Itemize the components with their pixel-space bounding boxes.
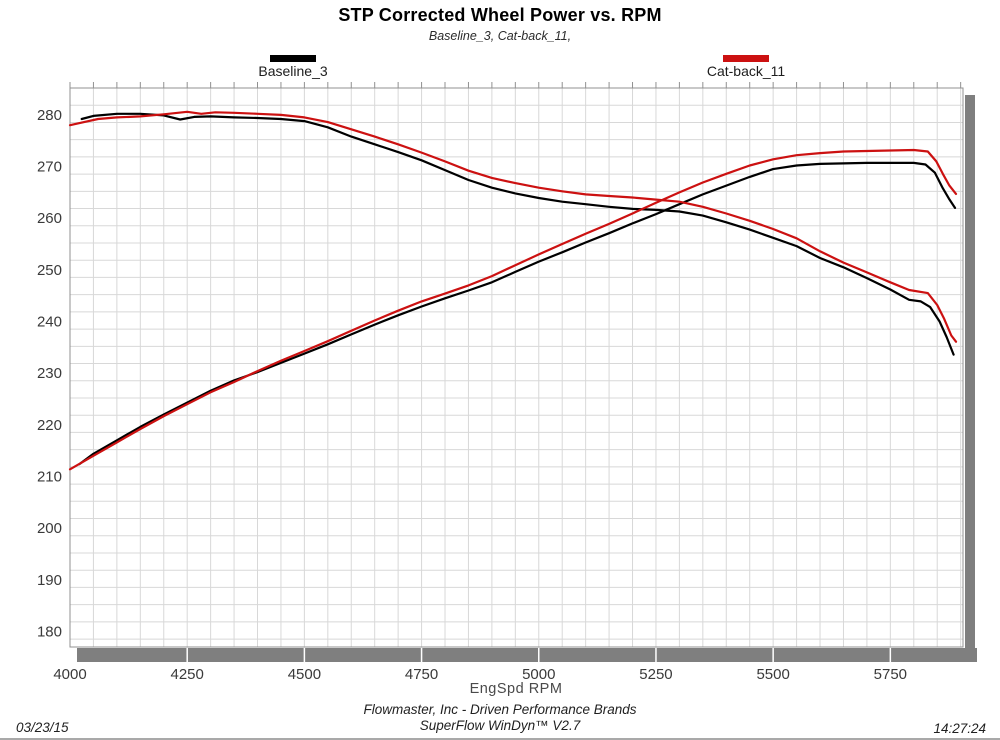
- svg-text:5000: 5000: [522, 666, 555, 683]
- svg-text:4750: 4750: [405, 666, 438, 683]
- legend-item-baseline[interactable]: Baseline_3: [233, 55, 353, 79]
- x-axis-label: EngSpd RPM: [469, 681, 563, 697]
- footer-software: SuperFlow WinDyn™ V2.7: [419, 718, 581, 733]
- footer-company: Flowmaster, Inc - Driven Performance Bra…: [363, 702, 637, 717]
- svg-text:280: 280: [37, 107, 62, 124]
- chart-subtitle: Baseline_3, Cat-back_11,: [428, 29, 572, 43]
- svg-text:220: 220: [37, 417, 62, 434]
- svg-text:270: 270: [37, 159, 62, 176]
- svg-text:240: 240: [37, 314, 62, 331]
- x-axis-notches: [186, 648, 892, 662]
- svg-text:190: 190: [37, 572, 62, 589]
- footer-date: 03/23/15: [16, 720, 69, 735]
- svg-text:5250: 5250: [639, 666, 672, 683]
- svg-text:5750: 5750: [874, 666, 907, 683]
- legend-label-catback: Cat-back_11: [706, 63, 786, 79]
- svg-text:4000: 4000: [53, 666, 86, 683]
- curves: [68, 110, 958, 471]
- legend-label-baseline: Baseline_3: [258, 63, 328, 79]
- legend-swatch-baseline: [270, 55, 316, 62]
- svg-text:5500: 5500: [756, 666, 789, 683]
- legend-item-catback[interactable]: Cat-back_11: [686, 55, 806, 79]
- svg-text:250: 250: [37, 262, 62, 279]
- footer-time: 14:27:24: [933, 721, 986, 736]
- svg-text:200: 200: [37, 520, 62, 537]
- svg-text:210: 210: [37, 469, 62, 486]
- y-axis-bar[interactable]: [965, 95, 975, 662]
- curve-Baseline_3-upper: [80, 112, 955, 356]
- svg-text:4500: 4500: [288, 666, 321, 683]
- svg-text:230: 230: [37, 365, 62, 382]
- bottom-edge-line: [0, 738, 1000, 740]
- plot-border: [69, 87, 964, 648]
- curve-Cat-back_11-upper: [68, 110, 958, 343]
- grid: [70, 88, 963, 647]
- top-tick-marks: [69, 82, 962, 88]
- svg-text:4250: 4250: [171, 666, 204, 683]
- svg-text:180: 180: [37, 624, 62, 641]
- legend-swatch-catback: [723, 55, 769, 62]
- curve-Cat-back_11-power: [68, 148, 958, 471]
- x-axis-bar[interactable]: [77, 648, 977, 662]
- y-tick-labels: 280 270 260 250 240 230 220 210 200 190 180: [37, 107, 62, 641]
- chart-title: STP Corrected Wheel Power vs. RPM: [338, 5, 662, 25]
- svg-text:260: 260: [37, 210, 62, 227]
- curve-Baseline_3-power: [78, 161, 957, 466]
- x-tick-labels: 4000 4250 4500 4750 5000 5250 5500 5750: [53, 666, 907, 683]
